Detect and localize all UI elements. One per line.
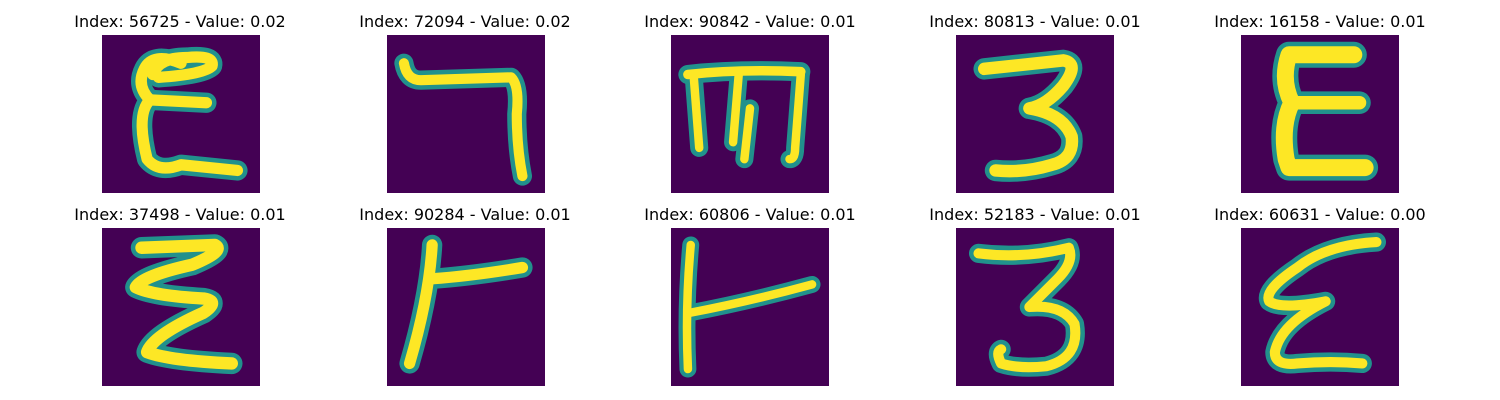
digit-image: [387, 228, 545, 386]
seven-like-glyph-icon: [394, 53, 533, 186]
panel-6: Index: 37498 - Value: 0.01: [30, 205, 330, 395]
panel-3: Index: 90842 - Value: 0.01: [600, 12, 900, 202]
digit-image: [1241, 228, 1399, 386]
three-glyph-icon: [973, 49, 1083, 182]
panel-title: Index: 60806 - Value: 0.01: [644, 205, 856, 224]
panel-title: Index: 90842 - Value: 0.01: [644, 12, 856, 31]
digit-image: [671, 35, 829, 193]
epsilon-like-glyph-icon: [131, 46, 248, 181]
panel-title: Index: 52183 - Value: 0.01: [929, 205, 1141, 224]
blocky-e-glyph-icon: [1271, 41, 1379, 181]
panel-8: Index: 60806 - Value: 0.01: [600, 205, 900, 395]
panel-5: Index: 16158 - Value: 0.01: [1170, 12, 1470, 202]
digit-image: [387, 35, 545, 193]
panel-4: Index: 80813 - Value: 0.01: [885, 12, 1185, 202]
stacked-z-glyph-icon: [125, 234, 243, 375]
digit-image: [102, 35, 260, 193]
panel-title: Index: 56725 - Value: 0.02: [74, 12, 286, 31]
sideways-t-thin-glyph-icon: [678, 236, 821, 378]
panel-title: Index: 72094 - Value: 0.02: [359, 12, 571, 31]
panel-title: Index: 37498 - Value: 0.01: [74, 205, 286, 224]
panel-1: Index: 56725 - Value: 0.02: [30, 12, 330, 202]
digit-image: [1241, 35, 1399, 193]
digit-image: [956, 35, 1114, 193]
panel-title: Index: 80813 - Value: 0.01: [929, 12, 1141, 31]
panel-title: Index: 60631 - Value: 0.00: [1214, 205, 1426, 224]
panel-2: Index: 72094 - Value: 0.02: [315, 12, 615, 202]
panel-title: Index: 90284 - Value: 0.01: [359, 205, 571, 224]
sideways-t-glyph-icon: [399, 234, 533, 374]
digit-image: [956, 228, 1114, 386]
panel-9: Index: 52183 - Value: 0.01: [885, 205, 1185, 395]
panel-10: Index: 60631 - Value: 0.00: [1170, 205, 1470, 395]
panel-title: Index: 16158 - Value: 0.01: [1214, 12, 1426, 31]
digit-image: [102, 228, 260, 386]
digit-image: [671, 228, 829, 386]
three-glyph-icon: [968, 238, 1085, 377]
rotated-m-glyph-icon: [678, 61, 811, 169]
slanted-epsilon-glyph-icon: [1258, 232, 1387, 374]
panel-7: Index: 90284 - Value: 0.01: [315, 205, 615, 395]
